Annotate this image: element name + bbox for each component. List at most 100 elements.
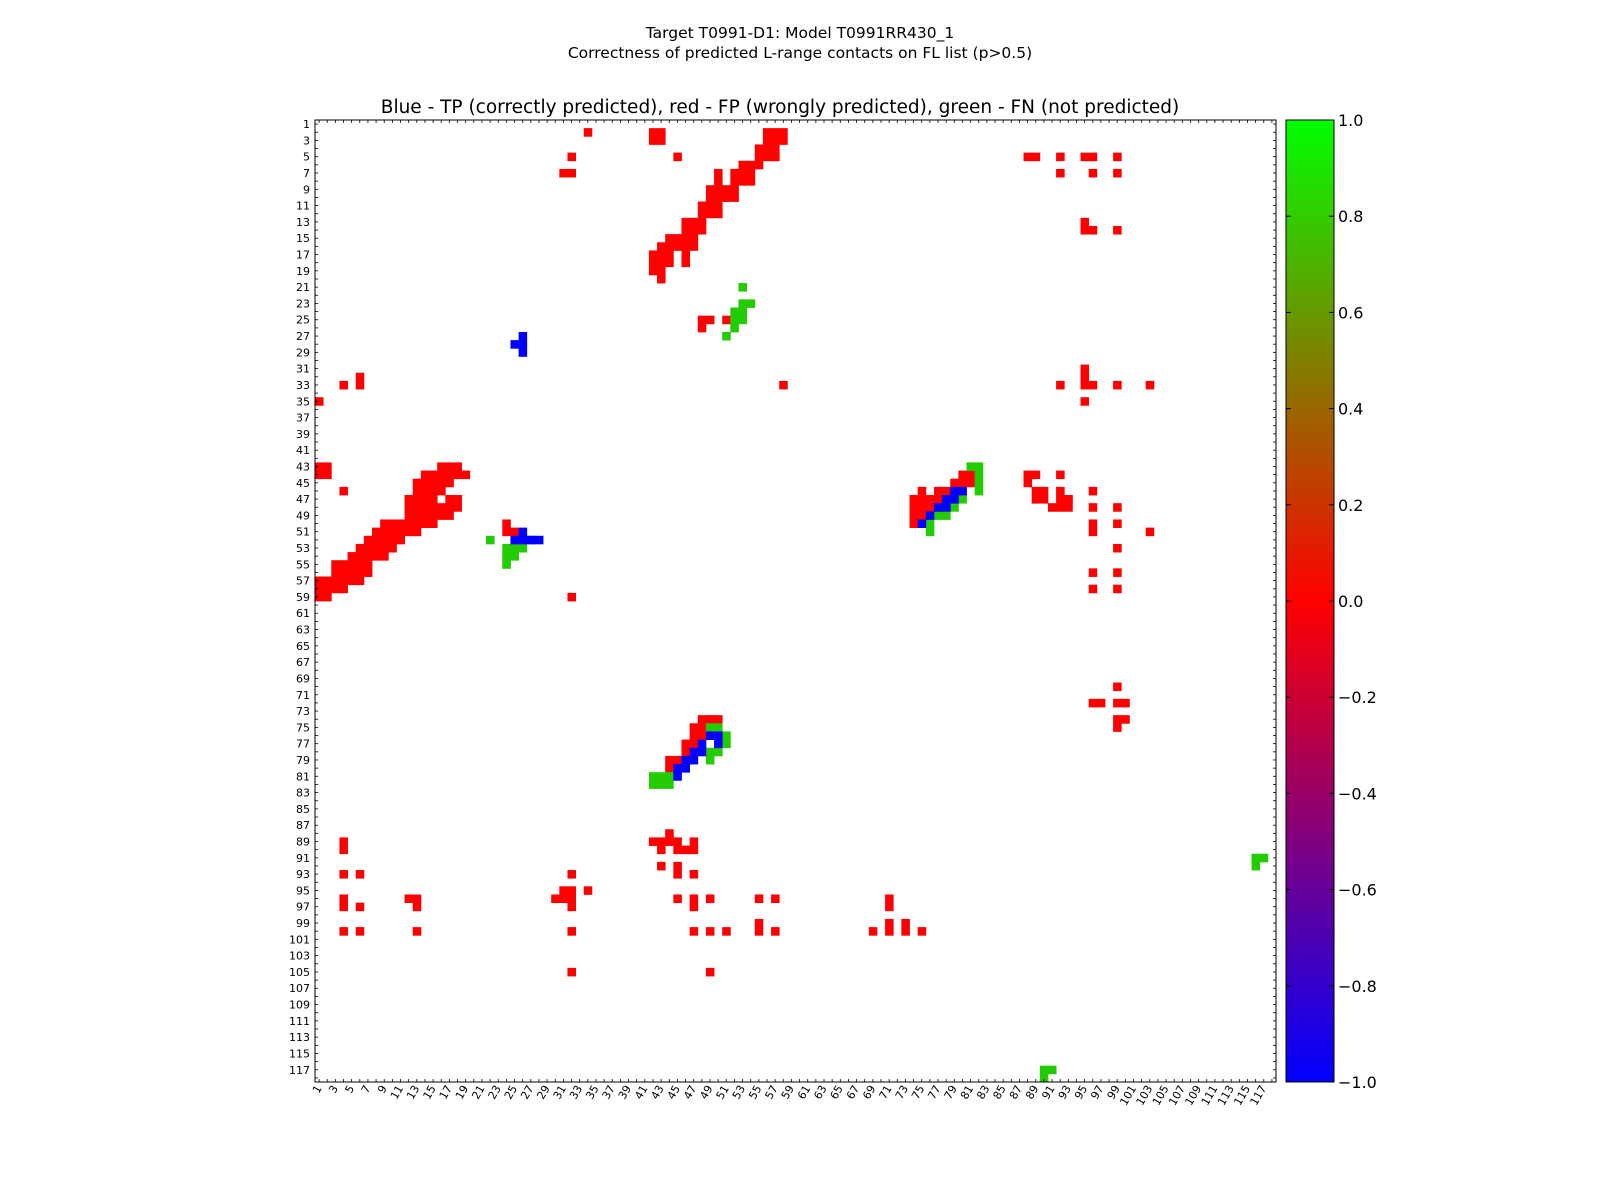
fp-cell [567,152,577,162]
fp-cell [673,152,682,162]
y-tick-label: 75 [296,721,310,734]
fp-cell [437,511,446,520]
fp-cell [445,503,454,512]
fp-cell [1113,698,1122,708]
fp-cell [396,527,405,537]
fn-cell [510,543,519,553]
fp-cell [412,486,422,496]
fp-cell [689,927,699,936]
tp-cell [714,731,723,740]
fn-cell [1039,1065,1049,1075]
fp-cell [404,527,414,537]
fp-cell [673,845,682,855]
fp-cell [673,870,682,879]
tp-cell [697,747,707,757]
x-tick-label: 45 [665,1083,683,1102]
y-tick-label: 83 [296,787,310,800]
fp-cell [754,918,764,928]
tp-cell [510,535,519,545]
x-tick-label: 39 [616,1083,634,1102]
x-tick-label: 53 [730,1083,748,1102]
x-tick-label: 99 [1105,1083,1123,1102]
fp-cell [648,250,658,259]
fp-cell [665,242,674,251]
x-tick-label: 41 [632,1083,650,1102]
y-tick-label: 17 [296,249,310,262]
x-tick-label: 61 [795,1083,813,1102]
fp-cell [762,128,772,137]
tp-cell [917,519,927,529]
y-tick-label: 43 [296,460,310,473]
fp-cell [339,894,348,904]
fp-cell [1031,470,1041,480]
x-tick-label: 23 [486,1083,504,1102]
fp-cell [771,152,780,162]
fp-cell [754,927,764,936]
x-tick-label: 109 [1182,1083,1204,1108]
fp-cell [771,894,780,904]
fp-cell [1121,698,1130,708]
fp-cell [697,315,707,325]
fp-cell [347,560,357,569]
fp-cell [689,837,699,846]
y-tick-label: 55 [296,558,310,571]
tp-cell [933,503,943,512]
fp-cell [1064,495,1073,504]
fp-cell [1080,364,1090,374]
contact-cells [315,128,1269,1083]
fp-cell [363,568,373,577]
fp-cell [722,927,731,936]
tp-cell [942,495,951,504]
plot-title: Blue - TP (correctly predicted), red - F… [381,97,1180,118]
fp-cell [697,731,707,740]
fn-cell [738,307,748,317]
x-tick-label: 79 [942,1083,960,1102]
y-tick-label: 57 [296,575,310,588]
fn-cell [730,323,739,333]
fp-cell [730,177,739,186]
fn-cell [714,747,723,757]
fp-cell [1088,225,1098,235]
fp-cell [559,168,568,178]
y-tick-label: 1 [303,118,310,131]
fn-cell [657,780,666,789]
y-tick-label: 39 [296,428,310,441]
y-tick-label: 61 [296,607,310,620]
y-tick-label: 103 [289,950,310,963]
fp-cell [437,462,446,471]
fp-cell [380,527,389,537]
fp-cell [730,168,739,178]
fp-cell [681,739,691,749]
tp-cell [714,739,723,749]
x-tick-label: 107 [1166,1083,1188,1108]
fp-cell [355,552,365,561]
fp-cell [909,495,919,504]
fp-cell [1056,486,1065,496]
fp-cell [771,128,780,137]
y-tick-label: 11 [296,200,310,213]
fp-cell [1113,168,1122,178]
fp-cell [339,902,348,912]
tp-cell [925,511,935,520]
fp-cell [673,242,682,251]
fp-cell [412,519,422,529]
fp-cell [697,715,707,724]
fp-cell [681,242,691,251]
fp-cell [420,470,430,480]
fp-cell [665,250,674,259]
fp-cell [754,160,764,170]
fp-cell [1088,568,1098,577]
tp-cell [950,486,959,496]
fp-cell [1031,495,1041,504]
fp-cell [404,511,414,520]
fp-cell [323,584,332,594]
fp-cell [429,486,438,496]
fp-cell [657,242,666,251]
y-tick-label: 85 [296,803,310,816]
fp-cell [388,527,397,537]
fp-cell [657,837,666,846]
fp-cell [958,470,967,480]
fp-cell [396,535,405,545]
fp-cell [412,511,422,520]
fp-cell [567,168,577,178]
